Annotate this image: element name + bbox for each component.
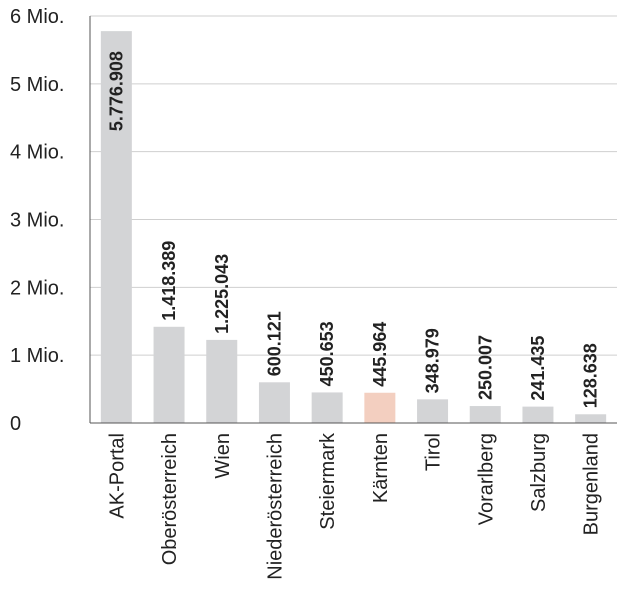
data-label: 445.964 — [370, 322, 390, 387]
data-label: 250.007 — [475, 335, 495, 400]
bar — [469, 406, 501, 423]
y-tick-label: 6 Mio. — [10, 6, 64, 28]
bar — [100, 31, 132, 423]
data-label: 241.435 — [528, 336, 548, 401]
y-tick-label: 5 Mio. — [10, 74, 64, 96]
category-label: Steiermark — [317, 432, 339, 530]
data-label: 348.979 — [423, 328, 443, 393]
bar — [364, 392, 396, 423]
data-label: 1.225.043 — [212, 254, 232, 334]
data-label: 450.653 — [317, 321, 337, 386]
category-label: Burgenland — [581, 433, 603, 535]
data-labels: 5.776.908 1.418.389 1.225.043 600.121 450.65… — [106, 51, 600, 408]
grid-lines — [90, 15, 617, 356]
y-tick-label: 2 Mio. — [10, 277, 64, 299]
category-label: Vorarlberg — [475, 433, 497, 525]
bars — [100, 31, 607, 423]
bar — [522, 406, 554, 423]
axes — [89, 16, 617, 424]
bar — [153, 326, 185, 423]
category-label: Salzburg — [528, 433, 550, 512]
category-label: AK-Portal — [106, 433, 128, 519]
x-axis-category-labels: AK-Portal Oberösterreich Wien Niederösterre… — [106, 432, 602, 580]
data-label: 5.776.908 — [106, 51, 126, 131]
category-label: Niederösterreich — [264, 433, 286, 580]
y-tick-label: 3 Mio. — [10, 210, 64, 232]
bar — [258, 382, 290, 423]
bar — [417, 399, 449, 423]
data-label: 1.418.389 — [159, 241, 179, 321]
data-label: 600.121 — [264, 311, 284, 376]
bar — [575, 414, 607, 423]
y-tick-label: 0 — [10, 413, 21, 435]
data-label: 128.638 — [581, 343, 601, 408]
y-axis-tick-labels: 0 1 Mio. 2 Mio. 3 Mio. 4 Mio. 5 Mio. 6 Mio. — [10, 6, 64, 435]
y-tick-label: 4 Mio. — [10, 142, 64, 164]
category-label: Wien — [212, 433, 234, 479]
category-label: Tirol — [423, 433, 445, 471]
category-label: Kärnten — [370, 433, 392, 503]
bar — [206, 339, 238, 423]
bar — [311, 392, 343, 423]
category-label: Oberösterreich — [159, 433, 181, 565]
y-tick-label: 1 Mio. — [10, 345, 64, 367]
